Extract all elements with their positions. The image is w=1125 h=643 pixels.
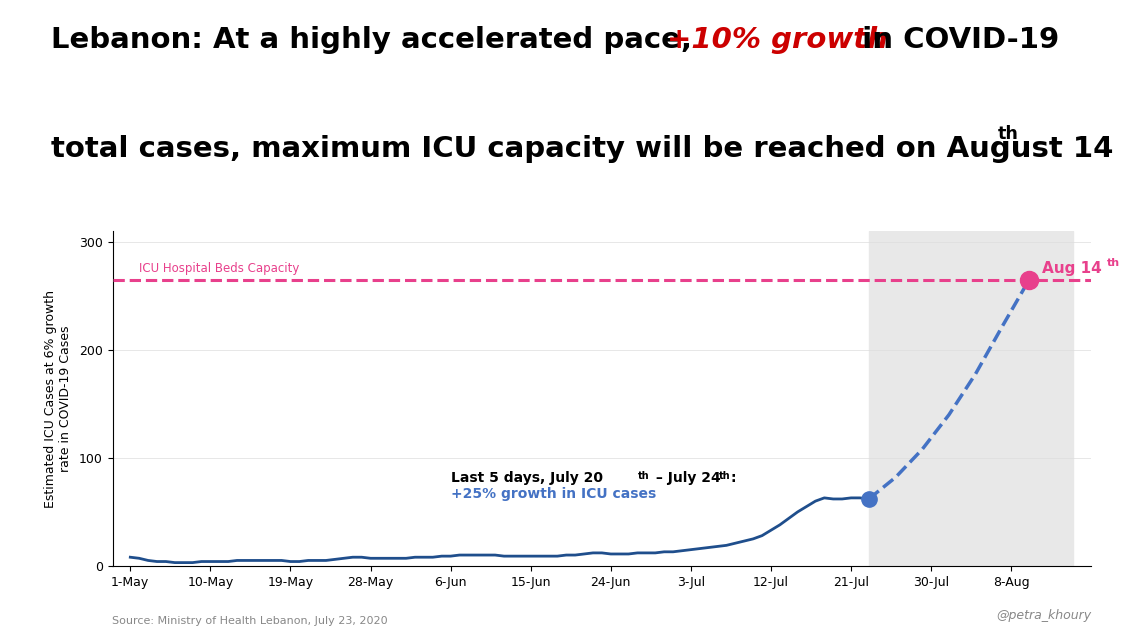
- Text: total cases, maximum ICU capacity will be reached on August 14: total cases, maximum ICU capacity will b…: [51, 135, 1113, 163]
- Text: +10% growth: +10% growth: [667, 26, 888, 54]
- Text: +25% growth in ICU cases: +25% growth in ICU cases: [451, 487, 656, 501]
- Text: th: th: [638, 471, 649, 481]
- Text: Lebanon: At a highly accelerated pace,: Lebanon: At a highly accelerated pace,: [51, 26, 702, 54]
- Text: – July 24: – July 24: [650, 471, 720, 485]
- Text: @petra_khoury: @petra_khoury: [996, 610, 1091, 622]
- Text: ICU Hospital Beds Capacity: ICU Hospital Beds Capacity: [140, 262, 299, 275]
- Y-axis label: Estimated ICU Cases at 6% growth
rate in COVID-19 Cases: Estimated ICU Cases at 6% growth rate in…: [44, 289, 72, 508]
- Text: th: th: [998, 125, 1019, 143]
- Text: Aug 14: Aug 14: [1042, 260, 1102, 276]
- Text: th: th: [1106, 258, 1119, 268]
- Text: th: th: [719, 471, 731, 481]
- Text: in COVID-19: in COVID-19: [852, 26, 1059, 54]
- Text: Source: Ministry of Health Lebanon, July 23, 2020: Source: Ministry of Health Lebanon, July…: [112, 616, 388, 626]
- Text: :: :: [731, 471, 737, 485]
- Text: Last 5 days, July 20: Last 5 days, July 20: [451, 471, 603, 485]
- Bar: [868, 231, 1073, 566]
